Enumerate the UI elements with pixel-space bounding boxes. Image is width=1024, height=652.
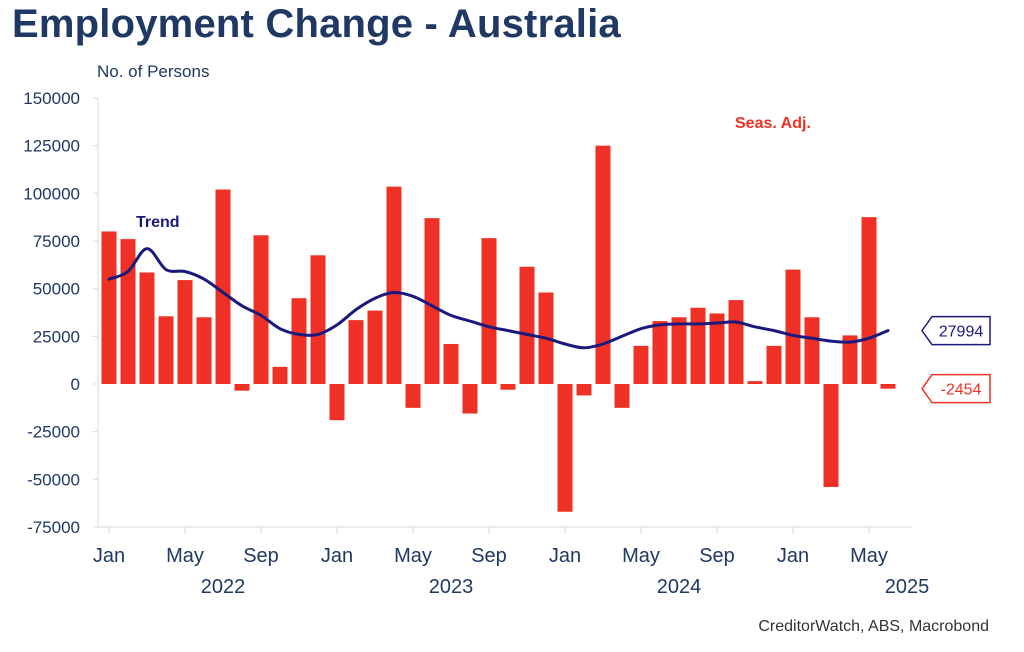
y-tick-label: 100000 bbox=[23, 184, 80, 203]
bar bbox=[557, 384, 573, 512]
bar bbox=[424, 218, 440, 384]
bar bbox=[462, 384, 478, 414]
year-label: 2025 bbox=[885, 576, 930, 598]
x-tick-label: Sep bbox=[471, 545, 507, 567]
bar bbox=[804, 317, 820, 384]
y-tick-label: 0 bbox=[71, 375, 80, 394]
bar bbox=[614, 384, 630, 408]
source-note: CreditorWatch, ABS, Macrobond bbox=[758, 618, 989, 635]
last-value-callouts: 27994 -2454 bbox=[921, 315, 991, 404]
bar bbox=[386, 186, 402, 384]
seas-adj-annotation: Seas. Adj. bbox=[735, 115, 811, 132]
bar bbox=[367, 310, 383, 384]
bar bbox=[842, 335, 858, 384]
bar bbox=[481, 238, 497, 384]
y-tick-label: -25000 bbox=[27, 423, 80, 442]
trend-annotation: Trend bbox=[136, 214, 180, 231]
bar bbox=[234, 384, 250, 391]
year-label: 2024 bbox=[657, 576, 702, 598]
bar bbox=[880, 384, 896, 389]
bar bbox=[652, 321, 668, 384]
bar bbox=[291, 298, 307, 384]
y-tick-label: 25000 bbox=[33, 327, 80, 346]
x-tick-label: Sep bbox=[699, 545, 735, 567]
bar bbox=[747, 381, 763, 384]
bar bbox=[310, 255, 326, 384]
bar bbox=[443, 343, 459, 384]
x-tick-label: Jan bbox=[321, 545, 353, 567]
bar bbox=[405, 384, 421, 408]
bar bbox=[766, 345, 782, 384]
x-tick-label: May bbox=[394, 545, 432, 567]
trend-last-value-box bbox=[921, 315, 991, 346]
bar bbox=[158, 316, 174, 384]
x-tick-label: May bbox=[850, 545, 888, 567]
bar bbox=[177, 280, 193, 384]
bar bbox=[500, 384, 516, 390]
trend-line bbox=[107, 247, 890, 350]
bar bbox=[196, 317, 212, 384]
y-axis-label: No. of Persons bbox=[97, 62, 209, 81]
bar bbox=[576, 384, 592, 396]
bar bbox=[861, 217, 877, 384]
year-label: 2023 bbox=[429, 576, 474, 598]
y-tick-label: 75000 bbox=[33, 232, 80, 251]
bar bbox=[348, 320, 364, 384]
bar bbox=[690, 307, 706, 384]
y-tick-label: 150000 bbox=[23, 89, 80, 108]
bar bbox=[101, 231, 117, 384]
year-label: 2022 bbox=[201, 576, 246, 598]
trend-last-value: 27994 bbox=[921, 315, 991, 346]
trend-last-value-label: 27994 bbox=[939, 324, 984, 341]
x-tick-label: Jan bbox=[549, 545, 581, 567]
bar bbox=[671, 317, 687, 384]
bar bbox=[728, 300, 744, 384]
bar bbox=[215, 189, 231, 384]
bar bbox=[595, 145, 611, 384]
x-tick-label: May bbox=[622, 545, 660, 567]
x-tick-label: Jan bbox=[93, 545, 125, 567]
seas-adj-last-value-label: -2454 bbox=[941, 382, 982, 399]
y-tick-label: -75000 bbox=[27, 518, 80, 537]
bar bbox=[329, 384, 345, 421]
x-tick-label: Sep bbox=[243, 545, 279, 567]
bar bbox=[272, 366, 288, 384]
bar bbox=[253, 235, 269, 384]
bar bbox=[709, 313, 725, 384]
seas-adj-last-value-box bbox=[921, 373, 991, 404]
seas-adj-last-value: -2454 bbox=[921, 373, 991, 404]
chart-title: Employment Change - Australia bbox=[12, 2, 621, 46]
y-tick-label: 50000 bbox=[33, 280, 80, 299]
x-tick-label: Jan bbox=[777, 545, 809, 567]
bar bbox=[633, 345, 649, 384]
bar bbox=[519, 266, 535, 384]
y-tick-label: 125000 bbox=[23, 137, 80, 156]
y-tick-label: -50000 bbox=[27, 470, 80, 489]
bar bbox=[120, 239, 136, 384]
x-tick-label: May bbox=[166, 545, 204, 567]
bar bbox=[785, 269, 801, 384]
bar bbox=[139, 272, 155, 384]
bar bbox=[823, 384, 839, 487]
axes: 150000 125000 100000 75000 50000 25000 0 -25000… bbox=[23, 89, 929, 598]
